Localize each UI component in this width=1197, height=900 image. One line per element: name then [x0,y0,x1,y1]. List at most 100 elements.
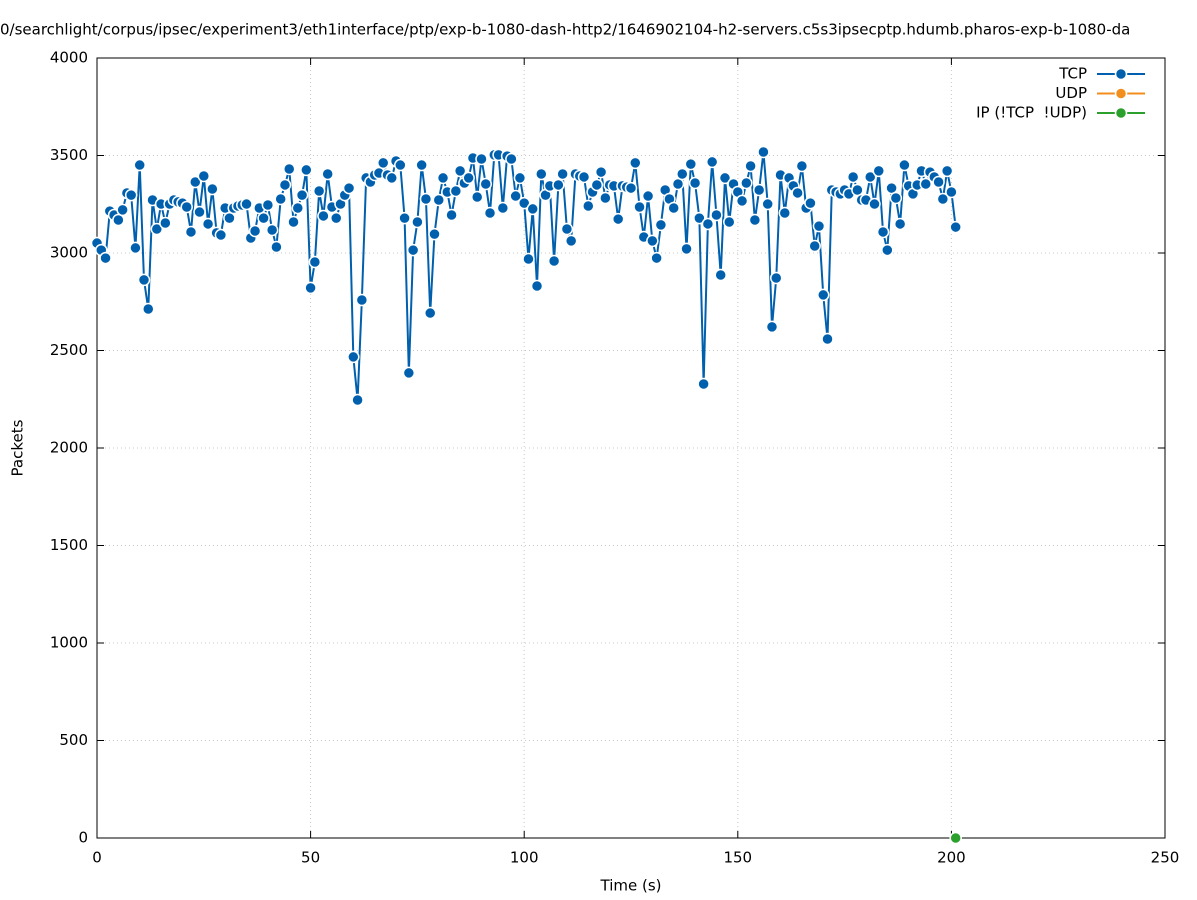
data-point [881,243,894,257]
y-axis-label: Packets [9,419,27,476]
data-point [206,182,219,196]
data-point [680,242,693,256]
data-point [278,178,292,192]
legend-item: TCP [1058,65,1145,83]
data-point [321,167,334,181]
data-point [312,184,326,198]
data-point [470,190,484,204]
y-tick-label: 1500 [50,536,88,554]
data-point [270,240,283,254]
data-point [287,215,300,229]
legend-label: TCP [1058,65,1087,83]
data-point [791,186,804,200]
data-point [526,202,539,216]
data-point [355,293,369,307]
data-point [898,158,911,172]
data-point [398,211,411,225]
data-point [560,222,574,236]
x-tick-label: 50 [301,849,320,867]
data-point [304,281,317,295]
data-point [757,145,770,159]
data-point [223,211,236,225]
data-point [530,279,544,293]
data-point [129,241,142,255]
x-axis-label: Time (s) [600,877,662,895]
data-point [936,192,950,206]
x-tick-label: 150 [723,849,752,867]
data-point [248,224,262,238]
data-point [415,158,428,172]
data-point [184,225,198,239]
data-point [889,191,903,205]
data-point [150,222,164,236]
data-point [295,188,309,202]
y-tick-label: 2000 [50,439,88,457]
data-point [761,197,774,211]
data-point [517,196,531,210]
legend-label: UDP [1055,84,1087,102]
data-point [552,178,565,192]
data-point [462,171,475,185]
data-point [804,196,817,210]
data-point [513,171,527,185]
data-point [940,164,954,178]
data-point [688,176,702,190]
data-point [347,350,360,364]
data-point [590,178,604,192]
data-point [812,219,826,233]
data-point [808,239,821,253]
data-point [257,211,270,225]
data-point [876,225,890,239]
data-point [193,205,206,219]
legend-marker [1114,87,1128,100]
data-point [402,366,416,380]
x-tick-label: 250 [1151,849,1180,867]
data-point [133,158,146,172]
data-point [483,206,497,220]
data-point [723,215,736,229]
data-point [949,831,962,845]
x-tick-label: 200 [937,849,966,867]
data-point [475,152,488,166]
data-point [676,167,689,181]
data-point [769,271,783,285]
data-point [701,217,715,231]
data-point [872,164,886,178]
data-point [240,197,253,211]
data-point [949,220,962,234]
y-tick-label: 1000 [50,634,88,652]
data-point [684,157,698,171]
data-point [137,273,151,287]
plot-frame [96,57,1166,839]
data-point [496,201,510,215]
data-point [376,156,390,170]
data-point [629,156,642,170]
y-tick-label: 3500 [50,146,88,164]
legend-item: UDP [1055,84,1145,102]
y-tick-label: 0 [78,829,88,847]
data-point [624,181,638,195]
data-point [432,193,446,207]
data-point [714,268,727,282]
data-point [406,243,420,257]
data-point [428,227,441,241]
data-point [479,177,493,191]
y-tick-label: 500 [59,731,88,749]
data-point [547,254,561,268]
data-point [394,158,407,172]
data-point [816,288,830,302]
data-point [697,377,710,391]
data-point [535,167,548,181]
data-point [735,194,749,208]
data-point [197,169,211,183]
data-point [300,163,313,177]
data-point [667,201,680,215]
data-point [868,197,881,211]
data-point [411,215,424,229]
data-point [453,164,467,178]
data-point [436,171,450,185]
data-point [641,189,655,203]
data-point [124,188,138,202]
data-point [893,217,907,231]
